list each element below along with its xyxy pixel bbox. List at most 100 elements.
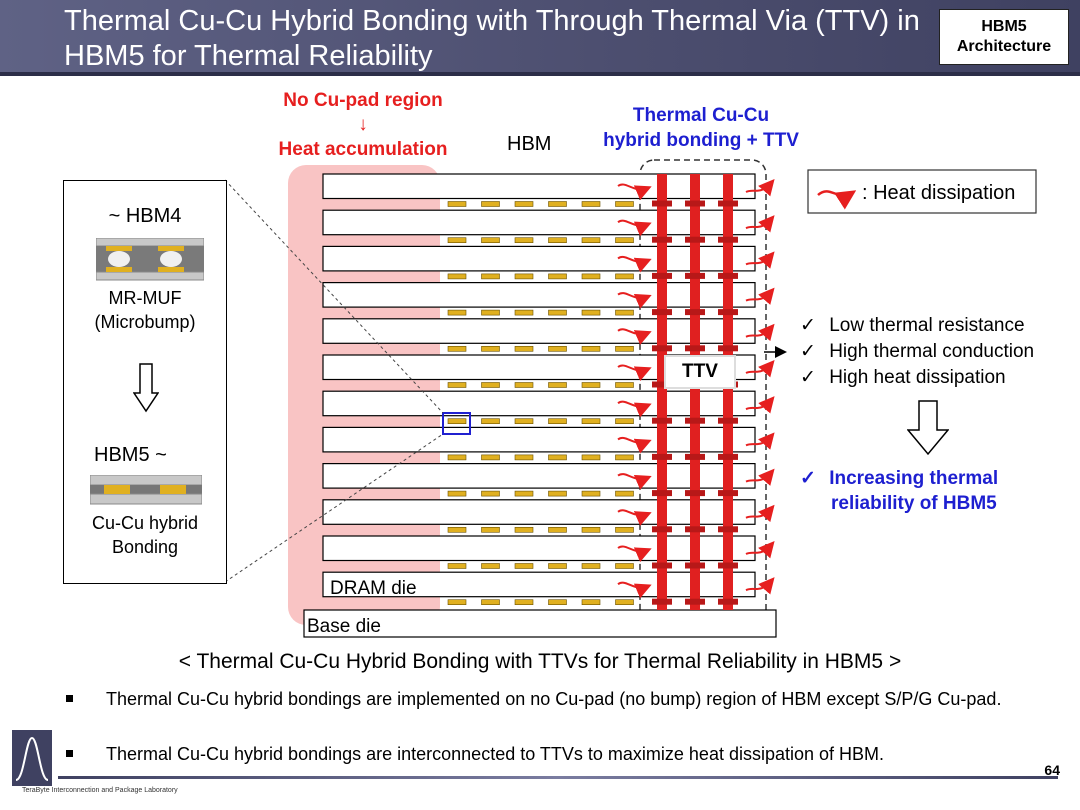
heat-arrow-right	[745, 540, 775, 559]
benefit-text: Low thermal resistance	[829, 315, 1025, 336]
dram-die	[322, 173, 756, 200]
ttv-bond-pad	[685, 562, 705, 569]
ttv-bond-pad	[652, 417, 672, 424]
benefit-item: ✓ Low thermal resistance	[800, 313, 1070, 339]
dram-die	[322, 318, 756, 344]
ttv-bond-pad	[718, 490, 738, 497]
cu-pad	[514, 201, 534, 207]
cu-pad	[581, 599, 601, 606]
ttv-bond-pad	[685, 526, 705, 533]
cu-pad	[615, 345, 634, 352]
ttv-bond-pad	[652, 381, 672, 388]
ttv-bond-pad	[718, 345, 738, 352]
cu-pad	[514, 418, 534, 425]
heat-accumulation-label: Heat accumulation	[278, 139, 448, 160]
section-tag-line2: Architecture	[956, 38, 1052, 55]
cu-pad	[447, 454, 467, 461]
cu-pad	[514, 273, 534, 280]
heat-arrow-left	[617, 509, 652, 526]
heat-arrow-left	[617, 292, 652, 309]
heat-arrow-left	[617, 437, 652, 454]
check-icon: ✓	[800, 341, 816, 362]
heat-arrow-right	[745, 323, 775, 342]
ttv-column	[657, 174, 667, 610]
heat-arrow-left	[617, 328, 652, 345]
title-bar	[0, 0, 1080, 72]
ttv-bond-pad	[718, 200, 738, 207]
cu-pad	[514, 490, 534, 497]
cu-pad	[447, 273, 467, 280]
ttv-bond-pad	[652, 236, 672, 243]
cu-pad	[615, 201, 634, 207]
cu-pad	[481, 309, 500, 316]
cu-pad	[447, 201, 467, 207]
cu-pad	[514, 382, 534, 388]
cu-pad	[447, 309, 467, 316]
heat-arrow-right	[745, 468, 775, 486]
heat-arrow-left	[617, 219, 652, 237]
hybrid-bond-illustration	[90, 475, 202, 505]
ttv-bond-pad	[652, 309, 672, 316]
zoom-line-bottom	[224, 433, 444, 583]
cu-pad	[514, 237, 534, 243]
heat-arrow-right	[745, 215, 775, 233]
cu-pad	[615, 418, 634, 425]
slide-title: Thermal Cu-Cu Hybrid Bonding with Throug…	[64, 5, 920, 72]
cu-pad	[481, 418, 500, 425]
hbm5-desc-line1: Cu-Cu hybrid	[91, 513, 199, 533]
zoom-line-top	[224, 179, 444, 414]
hbm5-label: HBM5 ~	[94, 444, 167, 466]
ttv-column	[723, 174, 733, 610]
cu-pad	[581, 418, 601, 425]
hbm5-desc-line2: Bonding	[111, 537, 179, 557]
heat-arrow-left	[617, 364, 652, 382]
heat-arrow-right	[745, 251, 775, 269]
cu-pad	[548, 526, 567, 533]
cu-pad	[481, 345, 500, 352]
bullet-item: Thermal Cu-Cu hybrid bondings are implem…	[66, 688, 1026, 732]
cu-pad	[548, 201, 567, 207]
cu-pad	[481, 599, 500, 606]
cu-pad	[481, 490, 500, 497]
title-rule	[0, 72, 1080, 76]
cu-pad	[447, 490, 467, 497]
cu-pad	[548, 563, 567, 569]
cu-pad	[581, 201, 601, 207]
cu-pad	[615, 382, 634, 388]
cu-pad	[548, 309, 567, 316]
heat-arrow-left	[617, 545, 652, 563]
bullet-item: Thermal Cu-Cu hybrid bondings are interc…	[66, 743, 1026, 765]
base-die-label: Base die	[307, 616, 381, 637]
cu-pad	[615, 273, 634, 280]
heat-arrow-right	[745, 396, 775, 414]
cu-pad	[581, 490, 601, 497]
dram-die	[322, 426, 756, 453]
heat-arrow-right	[745, 504, 775, 523]
cu-pad	[548, 599, 567, 606]
cu-pad	[615, 309, 634, 316]
figure-caption: < Thermal Cu-Cu Hybrid Bonding with TTVs…	[178, 650, 902, 673]
ttv-bond-pad	[718, 417, 738, 424]
check-icon: ✓	[800, 315, 816, 336]
heat-arrow-right	[745, 577, 775, 595]
ttv-bond-pad	[718, 272, 738, 279]
hbm-label: HBM	[507, 133, 552, 155]
ttv-bond-pad	[718, 453, 738, 460]
dram-die	[322, 282, 756, 308]
ttv-bond-pad	[652, 272, 672, 279]
ttv-bond-pad	[718, 598, 738, 605]
result-line1-row: ✓ Increasing thermal	[800, 466, 1070, 491]
cu-pad	[481, 563, 500, 569]
cu-pad	[615, 490, 634, 497]
cu-pad	[581, 563, 601, 569]
ttv-bond-pad	[685, 417, 705, 424]
ttv-columns	[652, 174, 738, 610]
benefit-text: High heat dissipation	[829, 367, 1006, 388]
microbump-illustration	[96, 238, 204, 281]
cu-pad	[615, 454, 634, 461]
check-icon: ✓	[800, 367, 816, 388]
ttv-bond-pad	[685, 236, 705, 243]
cu-pad	[615, 563, 634, 569]
heat-arrow-left	[617, 183, 652, 201]
cu-pad	[514, 309, 534, 316]
